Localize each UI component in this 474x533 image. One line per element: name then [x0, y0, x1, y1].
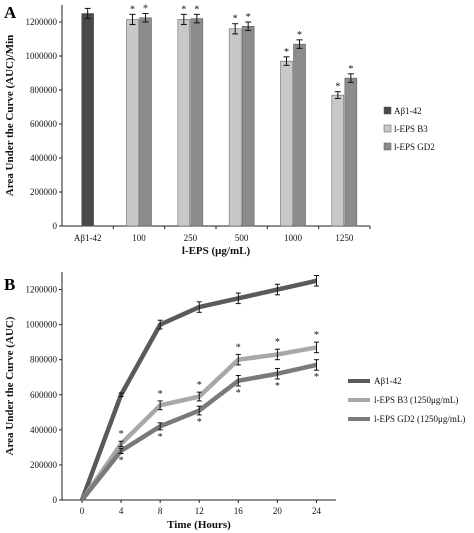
a-significance-star: * — [335, 82, 340, 93]
a-legend-label: Aβ1-42 — [394, 106, 422, 116]
b-significance-star: * — [314, 330, 319, 341]
a-bar-l-eps-b3 — [331, 94, 345, 227]
b-y-tick-label: 800000 — [30, 355, 58, 365]
b-x-tick-label: 20 — [273, 506, 283, 516]
a-bar-l-eps-b3 — [177, 19, 191, 227]
b-significance-star: * — [158, 432, 163, 443]
b-legend-label: l-EPS GD2 (1250μg/mL) — [374, 414, 465, 424]
b-significance-star: * — [119, 456, 124, 467]
b-significance-star: * — [236, 342, 241, 353]
a-y-tick-label: 800000 — [30, 85, 58, 95]
a-bar-l-eps-gd2 — [241, 26, 255, 227]
b-x-tick-label: 24 — [312, 506, 322, 516]
b-y-tick-label: 400000 — [30, 425, 58, 435]
b-x-axis-title: Time (Hours) — [167, 519, 231, 531]
a-legend-label: l-EPS GD2 — [394, 142, 435, 152]
b-y-tick-label: 200000 — [30, 460, 58, 470]
a-bar-l-eps-b3 — [126, 19, 139, 227]
a-bar-l-eps-b3 — [280, 60, 293, 227]
a-y-tick-label: 0 — [53, 221, 58, 231]
panel-b-label: B — [4, 275, 15, 294]
b-significance-star: * — [158, 389, 163, 400]
b-x-tick-label: 0 — [80, 506, 85, 516]
panel-a-bar-chart: 0 200000 400000 600000 800000 1000000 1200000 A… — [4, 4, 435, 258]
b-x-tick-label: 4 — [119, 506, 124, 516]
a-x-tick-label: 1000 — [284, 233, 303, 243]
b-x-tick-label: 16 — [234, 506, 244, 516]
b-legend-label: Aβ1-42 — [374, 376, 402, 386]
b-significance-star: * — [236, 388, 241, 399]
a-legend-swatch — [383, 124, 392, 133]
panel-a-label: A — [4, 3, 17, 22]
a-significance-star: * — [143, 4, 148, 15]
b-significance-star: * — [275, 337, 280, 348]
a-y-axis-title: Area Under the Curve (AUC)/Min — [4, 35, 16, 197]
a-legend-label: l-EPS B3 — [394, 124, 428, 134]
a-significance-star: * — [233, 14, 238, 25]
a-bar-l-eps-gd2 — [344, 77, 358, 227]
a-bar-l-eps-b3 — [228, 28, 242, 227]
b-significance-star: * — [197, 380, 202, 391]
a-y-tick-label: 600000 — [30, 119, 58, 129]
a-bar-l-eps-gd2 — [190, 18, 204, 227]
b-y-tick-label: 1000000 — [26, 320, 58, 330]
b-y-axis-title: Area Under the Curve (AUC) — [4, 316, 16, 455]
a-y-tick-label: 200000 — [30, 187, 58, 197]
b-x-tick-label: 8 — [158, 506, 163, 516]
a-x-tick-label: 100 — [132, 233, 146, 243]
a-x-axis-title: l-EPS (μg/mL) — [182, 245, 251, 257]
a-x-tick-label: 500 — [235, 233, 249, 243]
a-significance-star: * — [348, 64, 353, 75]
b-y-tick-label: 1200000 — [26, 285, 58, 295]
a-y-tick-label: 1200000 — [26, 17, 58, 27]
b-y-tick-label: 0 — [53, 495, 58, 505]
a-significance-star: * — [181, 4, 186, 15]
a-legend-swatch — [383, 106, 392, 115]
a-x-tick-label: 1250 — [335, 233, 354, 243]
panel-b-line-chart: 0 200000 400000 600000 800000 1000000 1200000 0… — [4, 272, 465, 531]
b-significance-star: * — [119, 429, 124, 440]
a-significance-star: * — [297, 30, 302, 41]
a-bar-l-eps-gd2 — [293, 43, 306, 227]
a-significance-star: * — [194, 4, 199, 15]
a-x-tick-label: 250 — [184, 233, 198, 243]
a-bar-a-1-42 — [81, 13, 94, 227]
b-significance-star: * — [314, 372, 319, 383]
a-significance-star: * — [246, 12, 251, 23]
b-legend-label: l-EPS B3 (1250μg/mL) — [374, 395, 458, 405]
a-y-tick-label: 400000 — [30, 153, 58, 163]
a-x-tick-label: Aβ1-42 — [74, 233, 102, 243]
b-significance-star: * — [275, 381, 280, 392]
b-x-tick-label: 12 — [195, 506, 204, 516]
a-legend-swatch — [383, 142, 392, 151]
b-significance-star: * — [197, 417, 202, 428]
a-bar-l-eps-gd2 — [139, 17, 152, 227]
a-significance-star: * — [284, 47, 289, 58]
a-significance-star: * — [130, 4, 135, 15]
b-y-tick-label: 600000 — [30, 390, 58, 400]
a-y-tick-label: 1000000 — [26, 51, 58, 61]
